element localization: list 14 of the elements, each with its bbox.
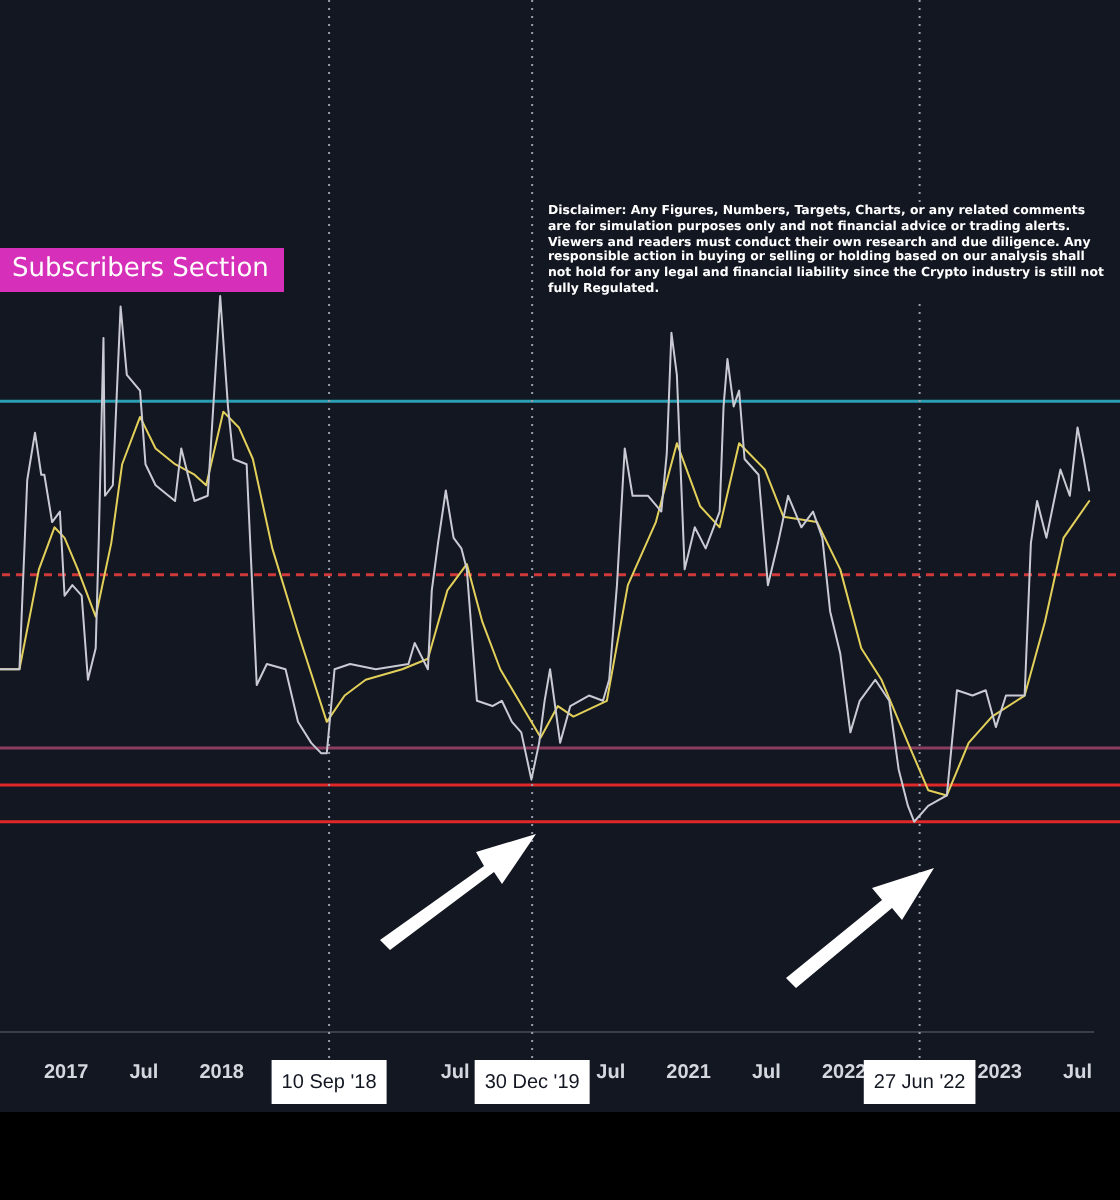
ref-line-label: 27 Jun '22	[873, 1071, 967, 1094]
x-tick-label: Jul	[751, 1061, 782, 1084]
x-tick-label: 2022	[821, 1061, 868, 1084]
ref-line-label: 30 Dec '19	[484, 1071, 581, 1094]
chart-subtitle: Subscribers Section	[0, 248, 285, 292]
ref-line-label: 10 Sep '18	[281, 1071, 378, 1094]
x-tick-label: Jul	[1063, 1061, 1093, 1084]
x-tick-label: 2017	[43, 1061, 90, 1084]
x-tick-label: 2018	[199, 1061, 245, 1084]
x-tick-label: Jul	[129, 1061, 159, 1084]
x-tick-label: Jul	[440, 1061, 471, 1084]
x-tick-label: 2021	[666, 1061, 712, 1084]
x-tick-label: 2023	[977, 1061, 1023, 1084]
x-tick-label: Jul	[596, 1061, 626, 1084]
